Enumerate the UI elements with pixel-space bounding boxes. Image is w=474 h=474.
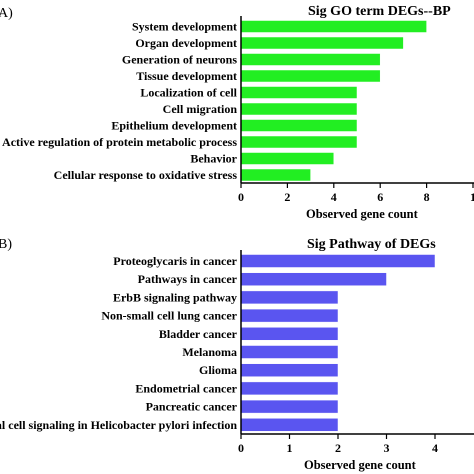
category-label-b-7: Endometrial cancer [135, 381, 237, 395]
bar-a-4 [240, 86, 358, 99]
x-tick-label-b-1: 1 [287, 441, 293, 455]
panel-label-a: A) [0, 6, 13, 21]
category-label-a-6: Epithelium development [111, 119, 237, 133]
bar-b-2 [240, 290, 339, 305]
x-tick-label-a-0: 0 [238, 190, 244, 204]
go-term-bar-chart: A) Sig GO term DEGs--BP System developme… [0, 4, 474, 221]
bar-b-4 [240, 327, 339, 341]
bar-a-3 [240, 69, 381, 83]
bar-a-2 [240, 53, 381, 66]
panel-label-b: B) [0, 237, 12, 252]
bar-b-0 [240, 254, 436, 268]
category-label-b-0: Proteoglycaris in cancer [113, 254, 237, 268]
category-label-a-5: Cell migration [163, 102, 238, 116]
category-label-a-1: Organ development [135, 36, 237, 50]
x-tick-label-b-2: 2 [335, 441, 341, 455]
category-label-a-8: Behavior [190, 152, 237, 166]
category-label-b-3: Non-small cell lung cancer [101, 309, 237, 323]
bar-b-1 [240, 272, 387, 286]
bar-b-8 [240, 399, 339, 414]
category-label-b-5: Melanoma [182, 345, 237, 359]
x-tick-label-a-2: 4 [331, 190, 337, 204]
x-ticks-a: 0 2 4 6 8 1 [238, 183, 474, 204]
x-axis-label-a: Observed gene count [306, 207, 419, 221]
bar-a-5 [240, 102, 358, 116]
category-label-a-3: Tissue development [136, 69, 237, 83]
category-label-b-6: Glioma [199, 363, 237, 377]
category-label-b-2: ErbB signaling pathway [113, 290, 237, 304]
bar-a-8 [240, 152, 335, 165]
bar-a-6 [240, 119, 358, 132]
category-label-b-9: lial cell signaling in Helicobacter pylo… [0, 418, 237, 432]
x-tick-label-b-3: 3 [384, 441, 390, 455]
category-labels-b: Proteoglycaris in cancer Pathways in canc… [0, 254, 238, 432]
x-tick-label-a-4: 8 [424, 190, 430, 204]
bar-b-6 [240, 363, 339, 377]
bar-a-0 [240, 20, 427, 33]
bar-b-3 [240, 308, 339, 323]
x-tick-label-a-5: 1 [470, 190, 474, 204]
chart-title-a: Sig GO term DEGs--BP [308, 4, 451, 19]
x-tick-label-a-3: 6 [377, 190, 383, 204]
chart-title-b: Sig Pathway of DEGs [307, 237, 436, 252]
bar-a-1 [240, 36, 404, 50]
bar-b-7 [240, 381, 339, 396]
category-label-a-4: Localization of cell [140, 86, 237, 100]
x-tick-label-b-4: 4 [432, 441, 438, 455]
bars-group-b [240, 254, 436, 432]
category-label-b-8: Pancreatic cancer [146, 400, 238, 414]
x-tick-label-b-0: 0 [238, 441, 244, 455]
bar-a-9 [240, 168, 311, 182]
pathway-bar-chart: B) Sig Pathway of DEGs Proteoglycaris in… [0, 237, 474, 472]
x-ticks-b: 0 1 2 3 4 [238, 434, 438, 455]
x-axis-label-b: Observed gene count [304, 458, 417, 472]
category-label-a-2: Generation of neurons [122, 53, 237, 67]
bar-b-5 [240, 345, 339, 359]
bar-a-7 [240, 135, 358, 149]
category-label-b-4: Bladder cancer [159, 327, 238, 341]
bar-b-9 [240, 418, 339, 432]
category-label-a-0: System development [132, 20, 237, 34]
bars-group-a [240, 20, 427, 182]
category-label-a-7: Active regulation of protein metabolic p… [2, 135, 237, 149]
category-label-b-1: Pathways in cancer [138, 272, 238, 286]
category-label-a-9: Cellular response to oxidative stress [54, 168, 238, 182]
category-labels-a: System development Organ development Gener… [2, 20, 238, 183]
x-tick-label-a-1: 2 [284, 190, 290, 204]
